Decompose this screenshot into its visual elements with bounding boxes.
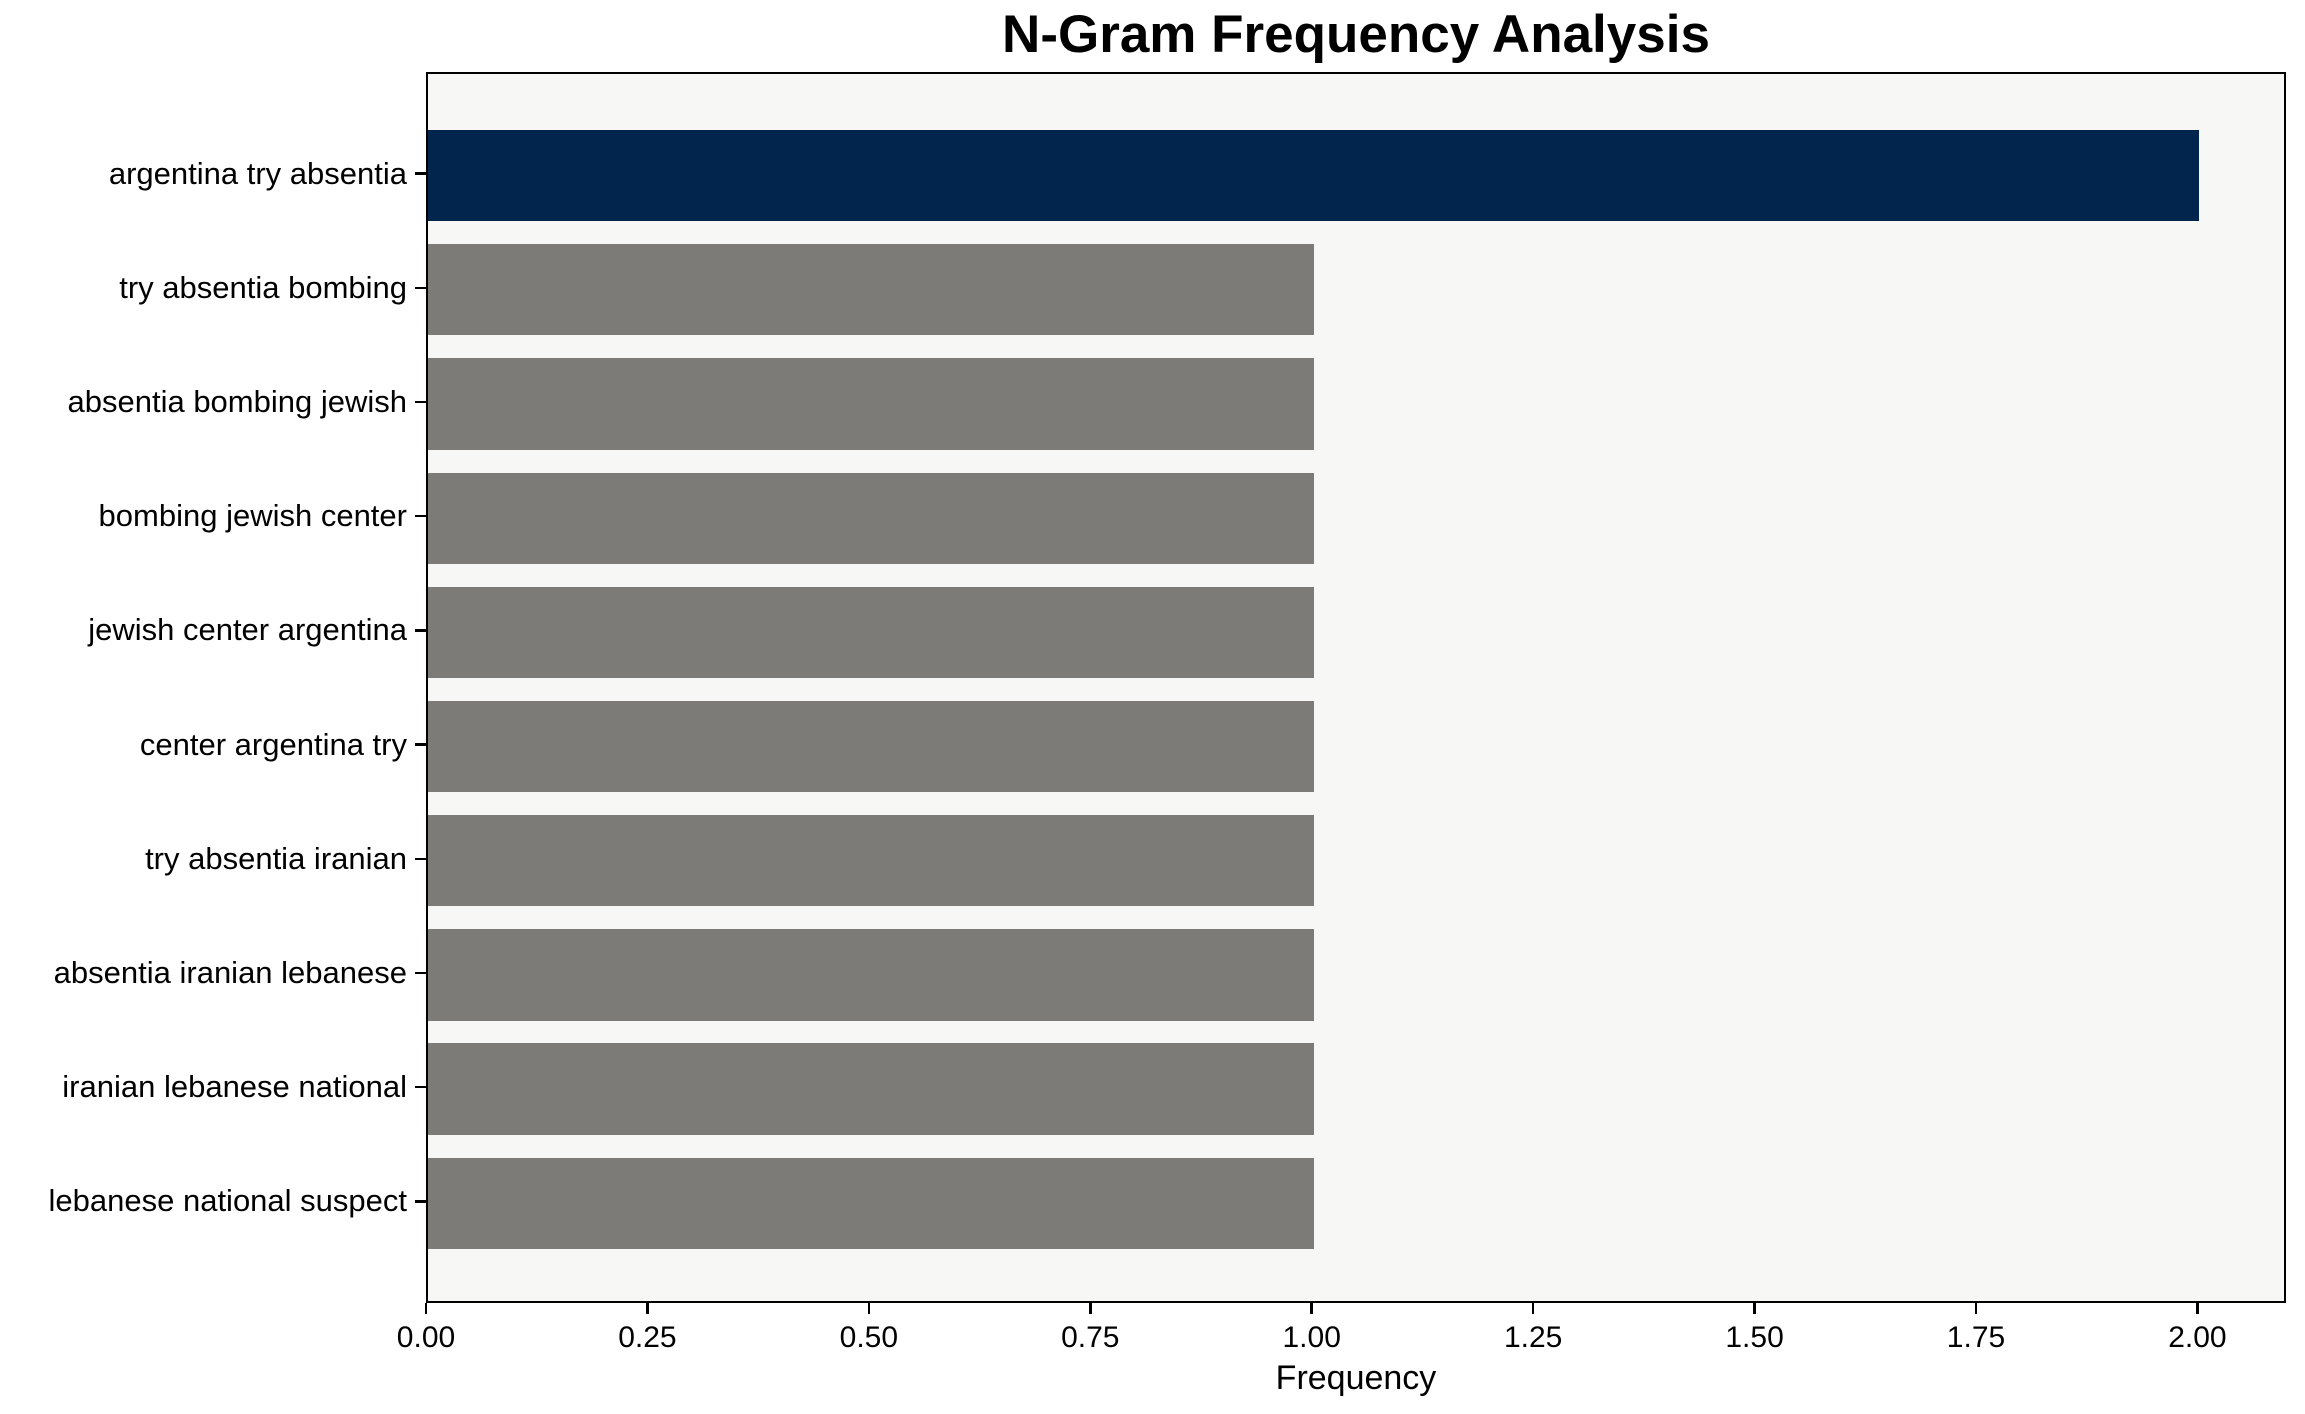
y-tick-mark — [415, 1200, 426, 1203]
x-tick-label: 0.75 — [1061, 1321, 1120, 1354]
bar-argentina-try-absentia — [428, 129, 2200, 222]
bar-lebanese-national-suspect — [428, 1157, 1314, 1250]
y-tick-mark — [415, 629, 426, 632]
y-tick-label: bombing jewish center — [98, 498, 407, 534]
bar-absentia-bombing-jewish — [428, 358, 1314, 450]
y-tick-mark — [415, 857, 426, 861]
y-tick-label: argentina try absentia — [108, 155, 407, 191]
x-tick-label: 1.50 — [1725, 1321, 1784, 1354]
bar-absentia-iranian-lebanese — [428, 929, 1314, 1021]
x-tick-mark — [646, 1303, 649, 1314]
y-tick-mark — [415, 286, 426, 290]
x-tick-mark — [1531, 1303, 1535, 1314]
y-tick-mark — [415, 514, 426, 518]
y-tick-label: absentia iranian lebanese — [53, 954, 407, 990]
bar-iranian-lebanese-national — [428, 1043, 1314, 1135]
y-tick-mark — [415, 1085, 426, 1089]
x-tick-mark — [424, 1303, 428, 1314]
y-tick-mark — [415, 400, 426, 404]
x-tick-label: 0.50 — [839, 1321, 899, 1354]
y-tick-label: jewish center argentina — [88, 612, 407, 648]
y-tick-label: iranian lebanese national — [62, 1069, 407, 1105]
bar-jewish-center-argentina — [428, 586, 1314, 679]
x-tick-label: 0.00 — [396, 1321, 456, 1354]
y-tick-label: center argentina try — [139, 726, 407, 762]
x-tick-label: 1.00 — [1282, 1321, 1341, 1354]
chart-title: N-Gram Frequency Analysis — [1002, 5, 1710, 64]
x-tick-label: 0.25 — [618, 1321, 677, 1354]
x-tick-label: 1.75 — [1946, 1321, 2006, 1354]
x-tick-mark — [867, 1303, 871, 1314]
x-tick-mark — [2196, 1303, 2199, 1314]
x-tick-mark — [1974, 1303, 1978, 1314]
x-tick-mark — [1310, 1303, 1313, 1314]
y-tick-label: absentia bombing jewish — [67, 384, 408, 420]
bar-bombing-jewish-center — [428, 472, 1314, 564]
x-tick-label: 2.00 — [2168, 1321, 2227, 1354]
bar-try-absentia-bombing — [428, 244, 1314, 336]
y-tick-label: try absentia iranian — [145, 840, 407, 876]
bar-center-argentina-try — [428, 700, 1314, 793]
x-tick-label: 1.25 — [1503, 1321, 1563, 1354]
y-tick-mark — [415, 172, 426, 175]
x-axis-label: Frequency — [1275, 1359, 1437, 1397]
x-tick-mark — [1089, 1303, 1092, 1314]
plot-area — [426, 72, 2286, 1303]
y-tick-label: try absentia bombing — [119, 269, 407, 305]
bar-try-absentia-iranian — [428, 815, 1314, 907]
y-tick-mark — [415, 743, 426, 746]
y-tick-label: lebanese national suspect — [48, 1183, 407, 1219]
y-tick-mark — [415, 971, 426, 975]
x-tick-mark — [1753, 1303, 1756, 1314]
